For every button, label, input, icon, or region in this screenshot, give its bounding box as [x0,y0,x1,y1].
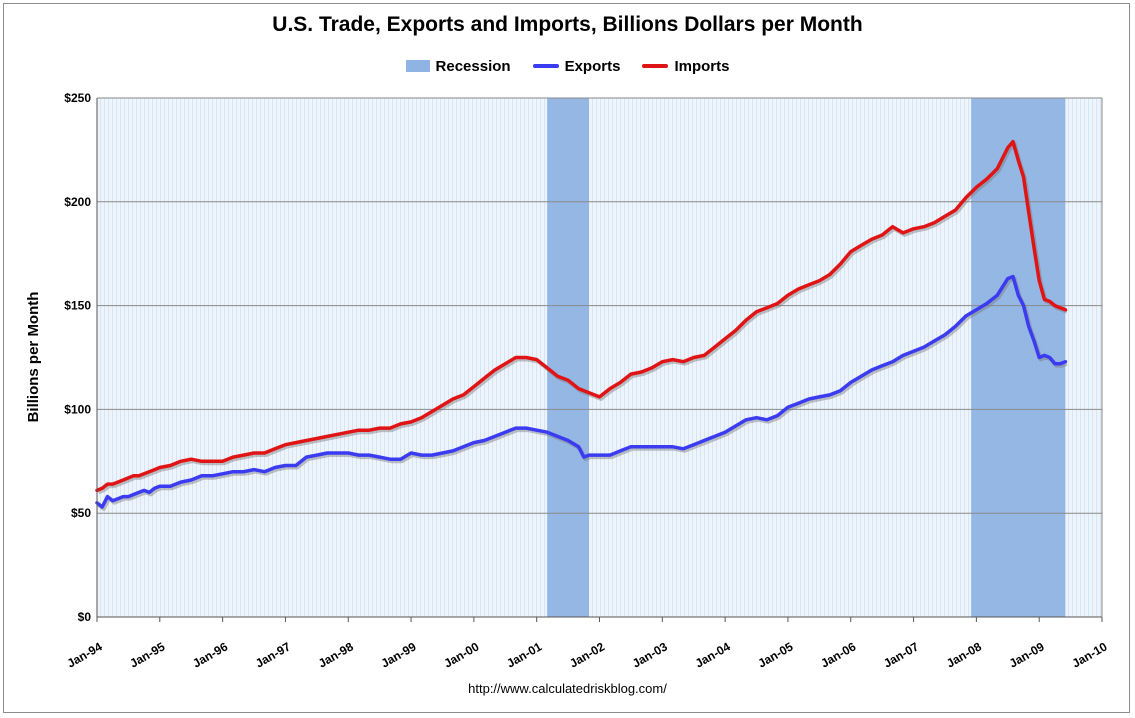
y-tick-label: $150 [64,299,91,313]
plot-area [97,98,1102,617]
x-tick-label: Jan-09 [1007,639,1047,670]
y-tick-label: $50 [71,506,91,520]
x-tick-label: Jan-01 [504,639,544,670]
legend-label-imports: Imports [674,57,730,75]
y-tick-label: $200 [64,195,91,209]
legend-item-imports: Imports [642,58,729,75]
legend-item-recession: Recession [405,57,511,75]
legend-swatch-imports [642,64,669,68]
x-tick-label: Jan-10 [1070,639,1110,670]
y-tick-label: $0 [78,610,92,624]
x-tick-label: Jan-97 [253,639,293,670]
legend-label-recession: Recession [435,57,511,75]
y-tick-label: $250 [64,91,91,105]
source-url[interactable]: http://www.calculatedriskblog.com/ [468,681,667,696]
legend-swatch-recession [405,60,430,72]
legend-label-exports: Exports [564,57,621,75]
x-tick-label: Jan-06 [818,639,858,670]
x-tick-label: Jan-02 [567,639,607,670]
x-tick-label: Jan-05 [756,639,796,670]
y-tick-label: $100 [64,402,91,416]
legend-item-exports: Exports [532,57,621,75]
chart-legend: Recession Exports Imports [0,55,1135,77]
x-tick-label: Jan-00 [441,639,481,670]
chart-title: U.S. Trade, Exports and Imports, Billion… [272,13,863,36]
x-tick-label: Jan-08 [944,639,984,670]
x-tick-label: Jan-98 [316,639,356,670]
y-axis-title: Billions per Month [25,292,42,423]
x-tick-label: Jan-99 [379,639,419,670]
series-line-exports [95,274,1068,509]
x-tick-label: Jan-03 [630,639,670,670]
series-line-imports [95,139,1068,493]
x-tick-label: Jan-95 [127,639,167,670]
x-tick-label: Jan-94 [65,639,105,670]
x-tick-label: Jan-96 [190,639,230,670]
legend-swatch-exports [532,64,559,68]
x-tick-label: Jan-07 [881,639,921,670]
recession-band [547,98,590,617]
x-tick-label: Jan-04 [693,639,733,670]
